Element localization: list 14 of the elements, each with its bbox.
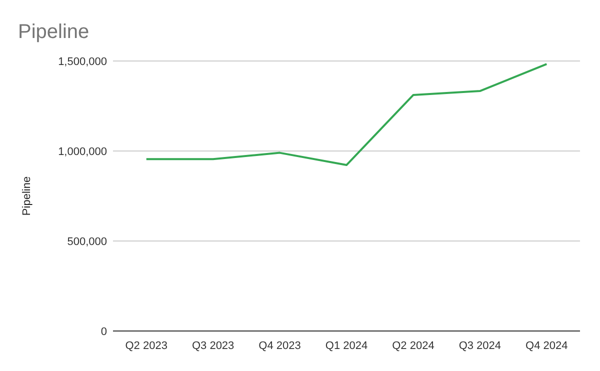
x-tick-label: Q2 2023 xyxy=(125,340,168,352)
x-tick-label: Q2 2024 xyxy=(392,340,434,352)
line-series xyxy=(145,63,548,166)
y-axis-title: Pipeline xyxy=(21,176,33,216)
chart-title: Pipeline xyxy=(18,21,90,43)
x-tick-label: Q3 2024 xyxy=(458,340,502,352)
y-tick-label: 0 xyxy=(100,326,107,338)
x-tick-label: Q4 2024 xyxy=(526,340,568,352)
x-tick-label: Q4 2023 xyxy=(258,340,301,352)
x-tick-label: Q3 2023 xyxy=(192,340,234,352)
x-tick-label: Q1 2024 xyxy=(325,340,368,352)
y-tick-label: 1,000,000 xyxy=(58,146,107,158)
y-tick-label: 1,500,000 xyxy=(58,56,107,68)
y-tick-label: 500,000 xyxy=(67,236,107,248)
